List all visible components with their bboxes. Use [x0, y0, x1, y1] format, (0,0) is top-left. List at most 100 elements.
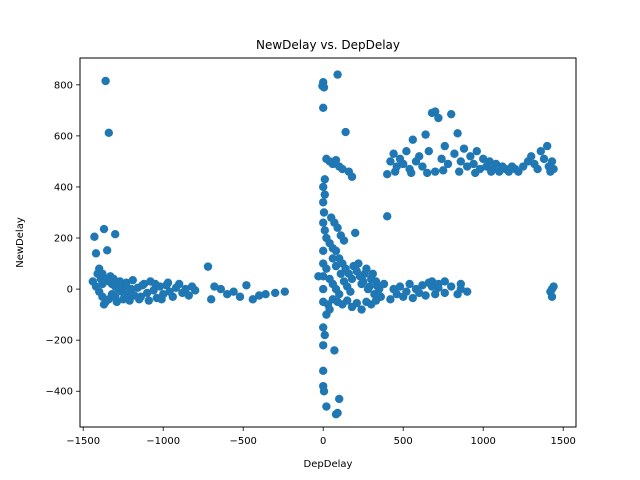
- data-point: [320, 190, 329, 199]
- data-point: [319, 103, 328, 113]
- data-point: [389, 149, 398, 158]
- data-point: [333, 408, 342, 418]
- x-tick-label: −1500: [66, 436, 100, 447]
- data-point: [319, 182, 328, 192]
- data-point: [207, 295, 216, 304]
- data-point: [450, 149, 459, 158]
- data-point: [135, 295, 144, 304]
- data-point: [365, 282, 374, 291]
- x-tick-label: −1000: [146, 436, 180, 447]
- data-point: [485, 157, 494, 166]
- data-point: [487, 167, 496, 176]
- data-point: [453, 129, 462, 138]
- x-axis-label: DepDelay: [304, 459, 353, 470]
- data-point: [341, 127, 350, 137]
- data-point: [440, 277, 449, 286]
- data-point: [149, 286, 158, 295]
- data-point: [191, 286, 200, 295]
- data-point: [328, 254, 337, 263]
- x-tick-label: 0: [320, 436, 326, 447]
- data-point: [229, 287, 238, 296]
- data-point: [216, 284, 225, 294]
- data-point: [418, 281, 427, 290]
- data-point: [157, 295, 166, 304]
- data-point: [330, 346, 339, 355]
- data-point: [456, 157, 465, 166]
- data-point: [351, 228, 360, 238]
- y-tick-label: 0: [67, 285, 73, 296]
- data-point: [359, 277, 368, 286]
- data-point: [343, 296, 352, 305]
- data-point: [271, 288, 280, 298]
- data-point: [336, 269, 345, 278]
- data-point: [466, 152, 475, 161]
- data-point: [320, 330, 329, 340]
- x-tick-label: 1000: [470, 436, 495, 447]
- data-point: [314, 272, 323, 281]
- data-point: [443, 159, 453, 169]
- data-point: [248, 295, 257, 304]
- data-point: [368, 269, 377, 278]
- data-point: [437, 154, 446, 164]
- data-point: [127, 284, 136, 294]
- data-point: [431, 167, 440, 176]
- data-point: [338, 164, 347, 174]
- data-point: [434, 113, 443, 123]
- data-point: [424, 147, 433, 156]
- y-tick-label: 600: [54, 131, 73, 142]
- data-point: [184, 291, 193, 300]
- data-point: [386, 157, 395, 166]
- data-point: [319, 341, 328, 350]
- data-point: [423, 168, 432, 178]
- data-point: [335, 394, 344, 404]
- data-point: [455, 167, 464, 176]
- data-point: [527, 152, 536, 161]
- chart-title: NewDelay vs. DepDelay: [256, 38, 400, 52]
- data-point: [402, 147, 411, 156]
- data-point: [357, 305, 366, 314]
- data-point: [319, 284, 328, 294]
- data-point: [333, 70, 342, 79]
- data-point: [109, 274, 118, 284]
- data-point: [539, 154, 549, 164]
- data-point: [331, 155, 341, 165]
- data-point: [362, 264, 371, 273]
- data-point: [175, 279, 184, 289]
- data-point: [491, 159, 501, 169]
- scatter-points: [88, 70, 558, 419]
- data-point: [533, 164, 542, 174]
- data-point: [143, 288, 152, 298]
- data-point: [261, 290, 270, 299]
- data-point: [431, 107, 440, 116]
- data-point: [112, 297, 122, 307]
- data-point: [280, 287, 289, 296]
- y-tick-label: 200: [54, 234, 73, 245]
- data-point: [319, 323, 328, 332]
- data-point: [318, 81, 327, 91]
- data-point: [536, 147, 545, 156]
- data-point: [479, 154, 488, 164]
- data-point: [415, 288, 424, 298]
- data-point: [242, 281, 251, 290]
- data-point: [339, 236, 349, 245]
- x-tick-label: 500: [394, 436, 413, 447]
- data-point: [319, 387, 329, 396]
- data-point: [439, 166, 448, 175]
- data-point: [408, 135, 417, 144]
- data-point: [352, 298, 361, 308]
- data-point: [421, 291, 430, 300]
- data-point: [459, 144, 469, 153]
- data-point: [335, 290, 344, 299]
- data-point: [456, 279, 465, 289]
- data-point: [383, 212, 392, 221]
- y-axis: −400 −200 0 200 400 600 800: [46, 80, 80, 398]
- data-point: [434, 279, 443, 289]
- data-point: [546, 287, 555, 296]
- data-point: [440, 288, 449, 298]
- data-point: [255, 291, 264, 300]
- data-point: [408, 293, 417, 303]
- y-tick-label: 800: [54, 80, 73, 91]
- data-point: [415, 152, 424, 161]
- data-point: [91, 249, 101, 258]
